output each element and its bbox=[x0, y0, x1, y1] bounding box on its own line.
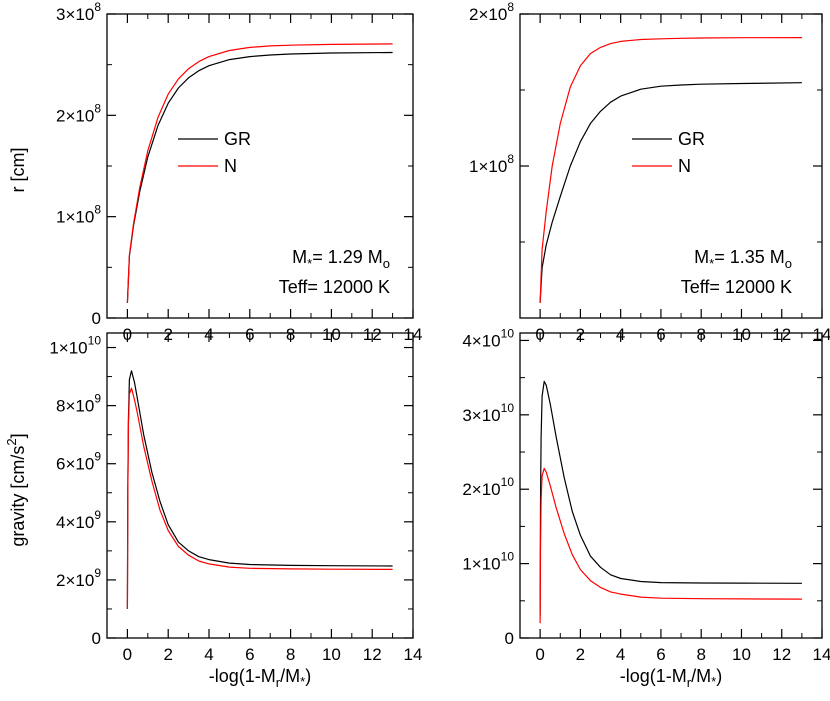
x-tick-label: 14 bbox=[813, 645, 830, 664]
y-tick-label: 4×109 bbox=[56, 508, 101, 532]
panel-bottom-right: 0 2 4 6 8 10 12 14 0 1×1010 2×1010 3×1010 4×1010 -log… bbox=[462, 326, 830, 690]
plot-frame bbox=[106, 13, 414, 319]
mass-annotation: M*= 1.29 Mo bbox=[292, 247, 390, 271]
plot-frame bbox=[519, 332, 823, 639]
x-tick-label: 4 bbox=[616, 645, 625, 664]
x-tick-label: 14 bbox=[813, 325, 830, 344]
y-tick-label: 6×109 bbox=[56, 450, 101, 474]
x-tick-label: 0 bbox=[123, 645, 132, 664]
x-axis-label: -log(1-Mr/M*) bbox=[620, 666, 722, 690]
series-line-gr bbox=[126, 370, 393, 610]
y-tick-label: 3×1010 bbox=[462, 401, 514, 425]
y-tick-label: 2×1010 bbox=[462, 475, 514, 499]
y-tick-label: 0 bbox=[505, 629, 514, 648]
y-tick-label: 4×1010 bbox=[462, 326, 514, 350]
x-tick-label: 14 bbox=[404, 645, 423, 664]
y-tick-label: 0 bbox=[92, 309, 101, 328]
y-tick-label: 8×109 bbox=[56, 392, 101, 416]
y-tick-label: 3×108 bbox=[56, 0, 101, 24]
x-tick-label: 12 bbox=[772, 645, 791, 664]
y-tick-label: 1×108 bbox=[469, 152, 514, 176]
y-tick-label: 2×108 bbox=[469, 0, 514, 24]
legend-label-gr: GR bbox=[678, 129, 705, 149]
x-tick-label: 8 bbox=[286, 645, 295, 664]
y-axis-label: gravity [cm/s2] bbox=[4, 433, 28, 546]
series-line-gr bbox=[539, 380, 802, 616]
y-tick-label: 2×109 bbox=[56, 566, 101, 590]
x-axis-label: -log(1-Mr/M*) bbox=[209, 666, 311, 690]
y-axis-label: r [cm] bbox=[8, 148, 28, 193]
legend-label-n: N bbox=[678, 156, 691, 176]
x-tick-label: 6 bbox=[656, 645, 665, 664]
x-tick-label: 2 bbox=[163, 645, 172, 664]
x-tick-label: 0 bbox=[535, 645, 544, 664]
mass-annotation: M*= 1.35 Mo bbox=[694, 247, 792, 271]
legend-label-n: N bbox=[224, 156, 237, 176]
x-tick-label: 12 bbox=[363, 645, 382, 664]
panel-bottom-left: 0 2 4 6 8 10 12 14 0 2×109 4×109 6×109 8×109 1×1010 gr… bbox=[4, 332, 423, 690]
y-tick-label: 1×108 bbox=[56, 203, 101, 227]
x-tick-label: 10 bbox=[732, 645, 751, 664]
series-line-gr bbox=[539, 82, 802, 303]
teff-annotation: Teff= 12000 K bbox=[279, 277, 390, 297]
series-line-n bbox=[126, 43, 393, 303]
y-tick-label: 0 bbox=[92, 629, 101, 648]
x-tick-label: 6 bbox=[245, 645, 254, 664]
series-line-n bbox=[126, 387, 393, 610]
x-tick-label: 8 bbox=[696, 645, 705, 664]
teff-annotation: Teff= 12000 K bbox=[681, 277, 792, 297]
legend-label-gr: GR bbox=[224, 129, 251, 149]
series-line-n bbox=[539, 37, 802, 303]
series-line-n bbox=[539, 467, 802, 624]
y-tick-label: 1×1010 bbox=[462, 550, 514, 574]
y-tick-label: 1×1010 bbox=[49, 334, 101, 358]
plot-frame bbox=[106, 332, 414, 639]
x-tick-label: 10 bbox=[322, 645, 341, 664]
y-tick-label: 2×108 bbox=[56, 101, 101, 125]
x-tick-label: 2 bbox=[576, 645, 585, 664]
x-tick-label: 4 bbox=[204, 645, 213, 664]
